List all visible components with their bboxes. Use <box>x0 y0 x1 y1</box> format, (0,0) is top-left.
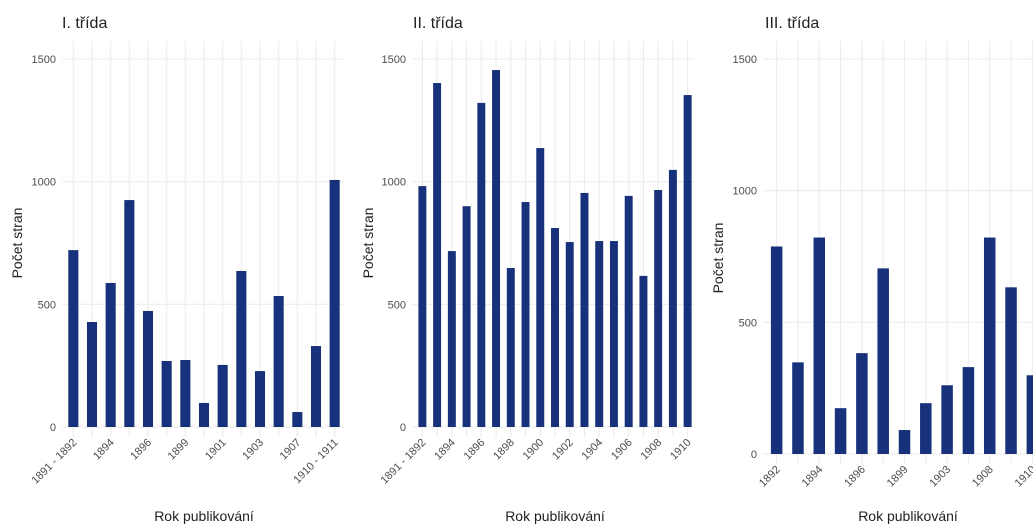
bar <box>792 362 804 454</box>
bar <box>536 148 545 427</box>
bar <box>770 246 783 454</box>
x-tick-label: 1891 - 1892 <box>378 437 428 487</box>
x-tick-label: 1896 <box>462 437 488 463</box>
x-tick-label: 1899 <box>166 437 192 463</box>
y-tick-label: 1000 <box>733 186 757 198</box>
y-tick-label: 1500 <box>382 54 406 66</box>
x-tick-label: 1896 <box>842 464 868 490</box>
bar <box>462 206 471 427</box>
y-tick-label: 500 <box>38 299 56 311</box>
bar <box>941 385 953 454</box>
y-tick-label: 0 <box>50 422 56 434</box>
y-tick-label: 1000 <box>382 177 406 189</box>
bar <box>920 403 932 454</box>
y-axis-title: Počet stran <box>710 223 726 294</box>
y-tick-label: 500 <box>388 299 406 311</box>
panel: I. třída Počet stran Rok publikování 0 500 10… <box>9 15 344 524</box>
bar <box>834 408 847 454</box>
bar <box>492 70 501 427</box>
bar <box>1026 375 1033 454</box>
x-tick-label: 1901 <box>203 437 229 463</box>
x-axis-title: Rok publikování <box>858 508 958 524</box>
bar <box>217 364 228 427</box>
bar <box>329 179 340 427</box>
bar <box>551 228 559 427</box>
x-tick-label: 1894 <box>91 437 117 463</box>
panel-title: III. třída <box>765 15 819 32</box>
bar <box>668 169 677 427</box>
x-tick-label: 1900 <box>521 437 547 463</box>
bar <box>433 83 442 427</box>
bar <box>580 192 589 427</box>
bar <box>898 430 911 454</box>
bar <box>86 321 98 427</box>
x-tick-label: 1902 <box>550 437 576 463</box>
bar <box>595 241 604 427</box>
x-tick-label: 1896 <box>128 437 154 463</box>
y-axis-title: Počet stran <box>9 208 25 279</box>
bar <box>310 346 322 427</box>
x-tick-label: 1910 <box>1013 464 1033 490</box>
bar <box>624 195 633 427</box>
y-tick-label: 0 <box>400 422 406 434</box>
bar <box>447 251 456 427</box>
bar <box>124 200 135 427</box>
panel: II. třída Počet stran Rok publikování 0 500 1… <box>360 15 695 524</box>
bar <box>962 367 975 454</box>
bar <box>565 242 574 427</box>
bar <box>813 237 826 454</box>
x-tick-label: 1891 - 1892 <box>29 437 79 487</box>
x-tick-label: 1894 <box>432 437 458 463</box>
bar <box>683 95 692 428</box>
bar <box>521 202 530 427</box>
panel-title: I. třída <box>62 15 107 32</box>
bar <box>254 371 266 427</box>
y-tick-label: 500 <box>739 317 757 329</box>
bar <box>1005 287 1017 454</box>
bar <box>180 360 191 427</box>
x-tick-label: 1899 <box>885 464 911 490</box>
y-tick-label: 1000 <box>32 177 56 189</box>
x-tick-label: 1898 <box>491 437 517 463</box>
x-tick-label: 1910 <box>668 437 694 463</box>
bar <box>856 353 868 454</box>
bar <box>418 186 427 427</box>
y-tick-label: 0 <box>751 449 757 461</box>
bar <box>198 402 210 427</box>
x-tick-label: 1894 <box>800 464 826 490</box>
x-tick-label: 1892 <box>757 464 783 490</box>
bar <box>273 295 284 427</box>
bar <box>105 282 116 427</box>
bar <box>292 412 303 427</box>
bar <box>983 237 996 454</box>
bar <box>654 190 663 427</box>
x-tick-label: 1903 <box>927 464 953 490</box>
bar <box>877 268 889 454</box>
bar <box>639 275 648 427</box>
x-tick-label: 1904 <box>580 437 606 463</box>
panel-title: II. třída <box>413 15 463 32</box>
bar <box>142 310 154 427</box>
bar <box>68 250 79 427</box>
x-tick-label: 1903 <box>240 437 266 463</box>
x-tick-label: 1906 <box>609 437 635 463</box>
x-axis-title: Rok publikování <box>505 508 605 524</box>
y-tick-label: 1500 <box>733 54 757 66</box>
x-tick-label: 1908 <box>970 464 996 490</box>
y-tick-label: 1500 <box>32 54 56 66</box>
x-tick-label: 1908 <box>638 437 664 463</box>
bar <box>506 268 515 427</box>
bar <box>477 102 486 427</box>
x-axis-title: Rok publikování <box>154 508 254 524</box>
bar <box>609 241 618 427</box>
y-axis-title: Počet stran <box>360 208 376 279</box>
panel: III. třída Počet stran Rok publikování 0 500… <box>710 15 1033 524</box>
bar <box>236 270 247 427</box>
x-tick-label: 1907 <box>278 437 304 463</box>
bar <box>161 361 172 427</box>
